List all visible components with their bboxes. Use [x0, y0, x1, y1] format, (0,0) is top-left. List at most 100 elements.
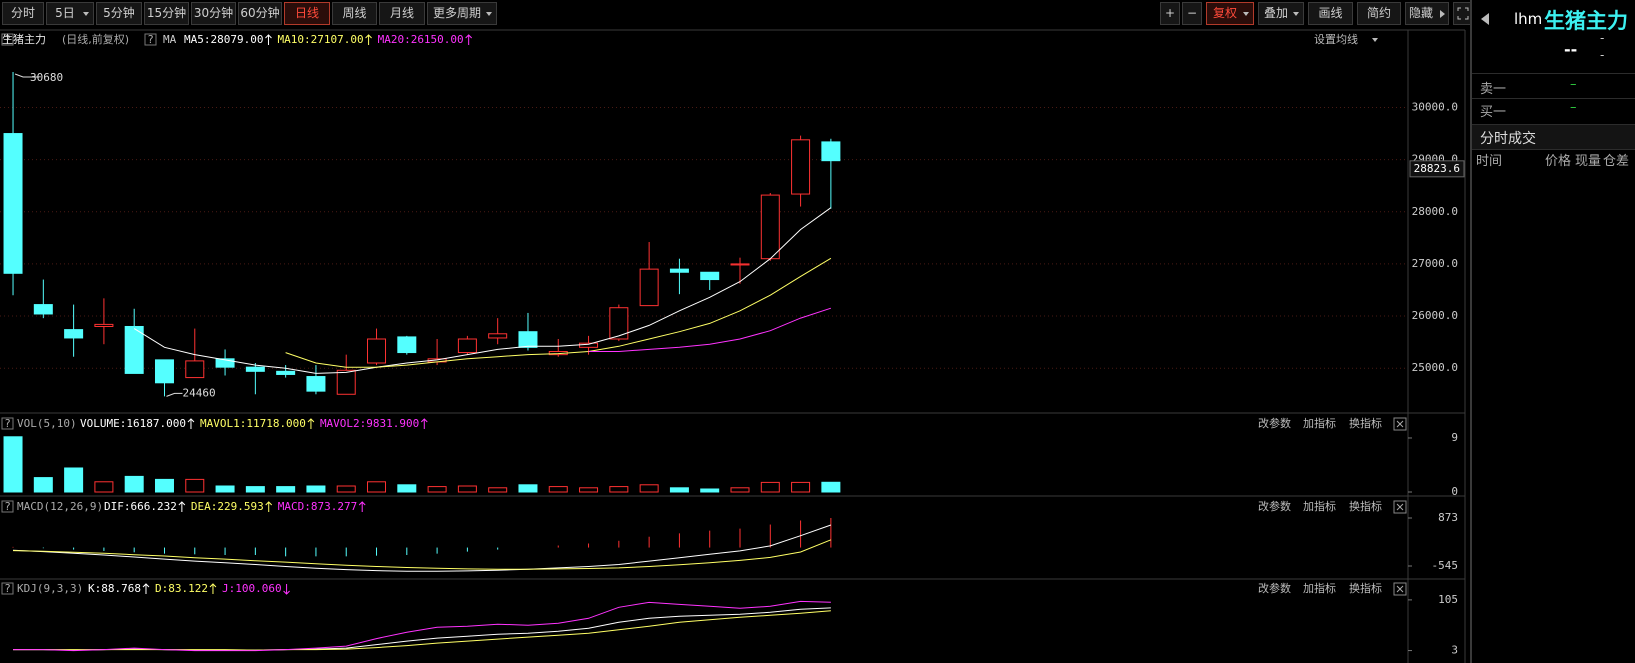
period-button[interactable]: 周线	[332, 2, 377, 25]
volume-bar	[94, 481, 114, 493]
close-panel-box[interactable]	[1393, 582, 1407, 596]
volume-bar	[760, 481, 780, 493]
chart-title: 生猪主力	[2, 32, 46, 46]
adjust-button[interactable]: 复权	[1206, 2, 1254, 25]
panel-button[interactable]: 换指标	[1349, 499, 1382, 513]
last-price-label: 28823.6	[1414, 162, 1460, 175]
volume-bar	[730, 487, 750, 493]
candle-body	[609, 307, 629, 340]
volume-bar	[821, 481, 841, 493]
indicator-line	[12, 539, 832, 570]
volume-bar	[124, 475, 144, 493]
volume-bar	[276, 486, 296, 493]
candle-body	[821, 141, 841, 162]
close-panel-box[interactable]	[1393, 417, 1407, 431]
period-button[interactable]: 15分钟	[144, 2, 189, 25]
candle-body	[3, 133, 23, 274]
high-pointer	[14, 73, 40, 78]
low-label: 24460	[182, 386, 215, 399]
y-tick-label: 26000.0	[1412, 309, 1458, 322]
volume-bar	[488, 487, 508, 493]
candle-body	[94, 323, 114, 327]
period-button[interactable]: 5日	[46, 2, 94, 25]
panel-button[interactable]: 加指标	[1303, 416, 1336, 430]
panel-button[interactable]: 改参数	[1258, 416, 1291, 430]
period-button[interactable]: 分时	[2, 2, 44, 25]
help-icon-box[interactable]	[1, 417, 14, 430]
period-button[interactable]: 60分钟	[238, 2, 282, 25]
help-icon-box[interactable]	[1, 500, 14, 513]
hide-button[interactable]: 隐藏	[1405, 2, 1449, 25]
quote-price: --	[1564, 40, 1578, 59]
panel-button[interactable]: 换指标	[1349, 416, 1382, 430]
trend-arrow	[142, 583, 150, 594]
help-icon-box[interactable]	[1, 33, 14, 46]
sell1-label: 卖一	[1480, 82, 1507, 97]
quote-change: -	[1600, 31, 1605, 45]
help-icon-box[interactable]	[144, 33, 157, 46]
high-label: 30680	[30, 71, 63, 84]
trades-header: 分时成交	[1472, 124, 1635, 150]
quote-code: lhm	[1514, 10, 1543, 28]
panel-button[interactable]: 加指标	[1303, 581, 1336, 595]
zoom-out-button[interactable]: −	[1182, 2, 1202, 25]
period-toolbar: 分时 5日 5分钟 15分钟 30分钟 60分钟 日线 周线 月线 更多周期	[2, 2, 497, 25]
volume-bar	[336, 485, 356, 493]
indicator-line	[12, 524, 832, 572]
low-pointer	[166, 392, 183, 397]
y-tick-label: 105	[1438, 593, 1458, 606]
simple-button[interactable]: 简约	[1357, 2, 1401, 25]
volume-bar	[548, 486, 568, 493]
panel-button[interactable]: 改参数	[1258, 581, 1291, 595]
collapse-icon[interactable]	[1480, 12, 1490, 26]
indicator-line	[588, 307, 832, 352]
volume-bar	[306, 485, 326, 493]
candle-body	[639, 268, 659, 307]
column-header: 现量	[1575, 154, 1602, 169]
close-panel-icon	[1396, 585, 1404, 593]
period-button[interactable]: 月线	[379, 2, 425, 25]
trend-arrow	[365, 34, 372, 45]
period-button[interactable]: 5分钟	[96, 2, 142, 25]
indicator-line	[13, 607, 831, 651]
period-button[interactable]: 30分钟	[191, 2, 236, 25]
volume-bar	[33, 477, 53, 493]
y-tick-label: 28000.0	[1412, 205, 1458, 218]
panel-button[interactable]: 加指标	[1303, 499, 1336, 513]
close-panel-box[interactable]	[1393, 500, 1407, 514]
legend-entry: MACD:873.277	[278, 500, 357, 513]
candle-body	[518, 331, 538, 348]
buy1-label: 买一	[1480, 105, 1507, 120]
volume-bar	[427, 486, 447, 493]
volume-bar	[367, 481, 387, 493]
trend-arrow	[358, 501, 366, 512]
trend-arrow	[420, 418, 428, 429]
legend-entry: DEA:229.593	[191, 500, 264, 513]
trend-arrow	[265, 501, 273, 512]
panel-button[interactable]: 改参数	[1258, 499, 1291, 513]
help-icon-box[interactable]	[1, 582, 14, 595]
overlay-button[interactable]: 叠加	[1258, 2, 1304, 25]
zoom-in-button[interactable]: +	[1160, 2, 1180, 25]
quote-change-pct: -	[1600, 48, 1605, 62]
quote-name: 生猪主力	[1544, 9, 1628, 33]
buy1-value: –	[1570, 100, 1577, 115]
volume-bar	[64, 467, 84, 493]
candle-body	[306, 376, 326, 392]
help-icon: ?	[4, 417, 11, 430]
period-button[interactable]: 更多周期	[427, 2, 497, 25]
help-icon: ?	[4, 500, 11, 513]
panel-button[interactable]: 换指标	[1349, 581, 1382, 595]
chart-subtitle: (日线,前复权)	[62, 32, 129, 46]
candle-body	[367, 338, 387, 364]
ma-settings-button[interactable]: 设置均线	[1314, 32, 1358, 46]
period-button[interactable]: 日线	[284, 2, 330, 25]
legend-label: MA	[163, 33, 177, 46]
candle-body	[669, 268, 689, 273]
y-tick-label: 30000.0	[1412, 100, 1458, 113]
legend-entry: MAVOL2:9831.900	[320, 417, 419, 430]
y-tick-label: 873	[1438, 511, 1458, 524]
draw-button[interactable]: 画线	[1308, 2, 1353, 25]
quote-panel: lhm 生猪主力 -- - - 卖一 – 买一 – 分时成交 时间 价格 现量 …	[1470, 0, 1635, 663]
